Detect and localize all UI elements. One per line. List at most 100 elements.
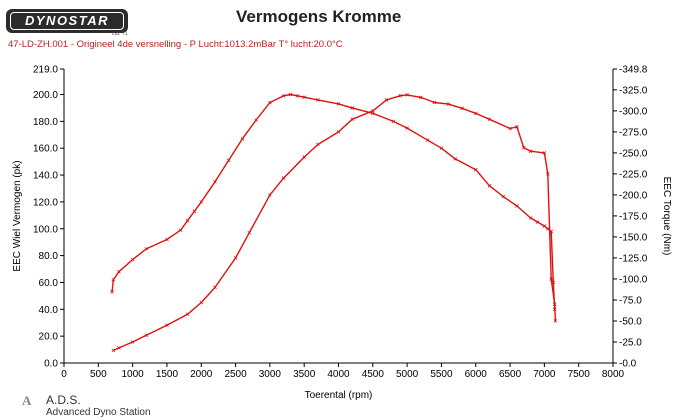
x-tick-label: 1500 <box>156 369 179 380</box>
x-tick-label: 500 <box>90 369 107 380</box>
torque-point <box>350 117 355 122</box>
torque-point <box>384 98 389 102</box>
y2-tick-label: -250.0 <box>619 148 648 159</box>
torque-point <box>302 155 306 159</box>
torque-point <box>460 106 464 111</box>
power-point <box>240 137 245 141</box>
x-tick-label: 0 <box>61 369 67 380</box>
torque-point <box>508 126 512 131</box>
power-point <box>254 118 258 122</box>
torque-point <box>432 100 437 105</box>
torque-point <box>528 149 533 153</box>
power-point <box>425 138 430 142</box>
y2-axis-label: EEC Torque (Nm) <box>661 177 672 256</box>
y-tick-label: 160.0 <box>33 144 58 155</box>
torque-point <box>546 172 550 176</box>
y-tick-label: 80.0 <box>39 251 59 262</box>
torque-point <box>185 312 190 317</box>
chart-subtitle: 47-LD-ZH.001 - Origineel 4de versnelling… <box>8 39 343 50</box>
torque-point <box>199 300 204 305</box>
torque-point <box>487 117 492 122</box>
torque-point <box>473 111 478 116</box>
x-tick-label: 1000 <box>122 369 145 380</box>
torque-point <box>281 176 286 180</box>
power-point <box>178 228 183 232</box>
torque-point <box>336 130 341 134</box>
x-tick-label: 3000 <box>259 369 282 380</box>
torque-point <box>515 125 519 129</box>
torque-series-line <box>113 94 557 352</box>
y-tick-label: 0.0 <box>44 359 58 370</box>
power-point <box>439 146 444 150</box>
y-tick-label: 140.0 <box>33 171 58 182</box>
power-point <box>336 102 341 106</box>
y2-tick-label: -100.0 <box>619 274 648 285</box>
power-point <box>528 216 533 220</box>
power-point <box>535 220 540 224</box>
x-tick-label: 4500 <box>362 369 385 380</box>
x-tick-label: 7500 <box>568 369 591 380</box>
torque-point <box>419 95 423 100</box>
torque-point <box>233 256 238 260</box>
x-tick-label: 5500 <box>430 369 453 380</box>
y-tick-label: 120.0 <box>33 197 58 208</box>
y-tick-label: 200.0 <box>33 90 58 101</box>
torque-point <box>144 333 149 338</box>
torque-point <box>549 277 554 281</box>
power-point <box>281 94 286 98</box>
power-point <box>110 290 114 294</box>
power-point <box>111 277 116 282</box>
y-tick-label: 219.0 <box>33 65 58 76</box>
y2-tick-label: -150.0 <box>619 232 648 243</box>
power-point <box>453 157 457 161</box>
power-point <box>199 200 204 204</box>
power-point <box>226 158 231 163</box>
power-point <box>546 226 550 231</box>
torque-point <box>117 346 121 350</box>
x-tick-label: 4000 <box>327 369 350 380</box>
power-point <box>144 247 149 251</box>
torque-point <box>552 302 557 306</box>
logo-text: DYNOSTAR <box>25 13 109 28</box>
power-point <box>515 204 519 208</box>
x-tick-label: 6000 <box>465 369 488 380</box>
y2-tick-label: -300.0 <box>619 106 648 117</box>
power-point <box>288 92 293 97</box>
x-tick-label: 5000 <box>396 369 419 380</box>
power-point <box>473 167 478 172</box>
x-axis-label: Toerental (rpm) <box>305 390 373 401</box>
power-series-line <box>111 93 556 310</box>
y2-tick-label: -325.0 <box>619 85 648 96</box>
x-tick-label: 7000 <box>533 369 556 380</box>
x-tick-label: 8000 <box>602 369 625 380</box>
torque-point <box>553 319 558 323</box>
power-point <box>487 184 492 188</box>
power-point <box>302 95 306 99</box>
torque-point <box>268 193 272 197</box>
torque-point <box>522 146 526 150</box>
y2-tick-label: -349.8 <box>619 65 648 76</box>
torque-point <box>213 285 217 290</box>
power-point <box>501 194 505 199</box>
power-point <box>117 269 121 274</box>
torque-point <box>111 348 116 353</box>
power-point <box>350 106 355 110</box>
footer-subtitle: Advanced Dyno Station <box>46 407 151 418</box>
torque-point <box>405 93 409 97</box>
x-tick-label: 3500 <box>293 369 316 380</box>
power-point <box>192 209 197 214</box>
power-point <box>542 224 547 228</box>
power-point <box>295 94 300 98</box>
power-point <box>185 218 190 223</box>
chart-title: Vermogens Kromme <box>236 7 402 26</box>
power-point <box>213 179 217 184</box>
y-axis-label: EEC Wiel Vermogen (pk) <box>12 160 23 271</box>
y2-tick-label: -25.0 <box>619 337 642 348</box>
torque-point <box>130 340 135 344</box>
power-point <box>391 119 396 124</box>
x-tick-label: 2500 <box>224 369 247 380</box>
y2-tick-label: -0.0 <box>619 359 637 370</box>
y-tick-label: 180.0 <box>33 117 58 128</box>
torque-point <box>398 93 403 98</box>
